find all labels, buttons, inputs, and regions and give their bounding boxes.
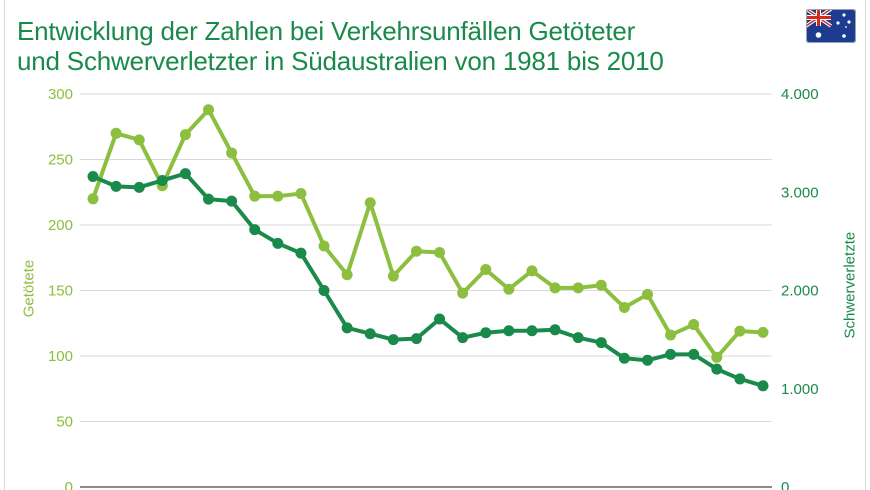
data-point-schwerverletzte [688,348,700,360]
title-line-1: Entwicklung der Zahlen bei Verkehrsunfäl… [17,16,636,46]
data-point-getoetete [434,247,446,259]
data-point-getoetete [203,104,215,116]
data-point-getoetete [688,319,700,331]
data-point-getoetete [457,287,469,299]
data-point-getoetete [410,245,422,257]
data-point-schwerverletzte [503,325,515,337]
data-point-schwerverletzte [364,328,376,340]
data-point-getoetete [341,269,353,281]
data-point-schwerverletzte [549,324,561,336]
data-point-schwerverletzte [734,373,746,385]
y-tick-left-label: 150 [48,283,73,300]
y-tick-left-label: 0 [65,479,73,490]
y-tick-right-label: 2.000 [781,283,819,300]
chart-title: Entwicklung der Zahlen bei Verkehrsunfäl… [17,16,664,76]
data-point-getoetete [179,129,191,141]
data-point-schwerverletzte [203,193,215,205]
data-point-schwerverletzte [87,171,99,183]
y-tick-right-label: 4.000 [781,86,819,103]
y-tick-left-label: 50 [56,414,73,431]
data-point-getoetete [757,326,769,338]
data-point-getoetete [249,190,261,202]
data-point-getoetete [387,270,399,282]
data-point-getoetete [110,127,122,139]
y-tick-right-label: 1.000 [781,381,819,398]
data-point-schwerverletzte [572,332,584,344]
data-point-schwerverletzte [480,327,492,339]
series-line-getoetete [91,107,764,360]
chart-frame [4,0,866,490]
data-point-schwerverletzte [156,174,168,186]
data-point-getoetete [226,147,238,159]
y-tick-right-label: 0 [781,479,789,490]
data-point-getoetete [618,302,630,314]
y-tick-right-label: 3.000 [781,184,819,201]
data-point-schwerverletzte [434,313,446,325]
y-tick-left-label: 200 [48,217,73,234]
y-tick-left-label: 300 [48,86,73,103]
data-point-getoetete [526,265,538,277]
data-point-schwerverletzte [757,380,769,392]
data-point-getoetete [272,190,284,202]
y-axis-right-label: Schwerverletzte [841,231,859,339]
title-line-2: und Schwerverletzter in Südaustralien vo… [17,46,664,76]
data-point-schwerverletzte [410,333,422,345]
data-point-getoetete [87,193,99,205]
data-point-getoetete [734,325,746,337]
data-point-schwerverletzte [179,168,191,180]
data-point-schwerverletzte [595,337,607,349]
data-point-getoetete [318,240,330,252]
data-point-schwerverletzte [711,363,723,375]
y-axis-left-label: Getötete [20,259,38,318]
data-point-schwerverletzte [387,334,399,346]
australia-flag-icon [806,9,856,43]
series-line-schwerverletzte [92,171,764,388]
y-tick-left-label: 100 [48,348,73,365]
data-point-getoetete [133,134,145,146]
data-point-schwerverletzte [526,325,538,337]
data-point-schwerverletzte [249,224,261,236]
data-point-getoetete [295,188,307,200]
data-point-schwerverletzte [110,180,122,192]
data-point-getoetete [641,288,653,300]
data-point-schwerverletzte [295,247,307,259]
data-point-schwerverletzte [665,348,677,360]
data-point-getoetete [503,283,515,295]
data-point-getoetete [595,279,607,291]
data-point-getoetete [711,351,723,363]
data-point-schwerverletzte [457,332,469,344]
data-point-getoetete [572,282,584,294]
data-point-schwerverletzte [341,322,353,334]
data-point-schwerverletzte [641,354,653,366]
data-point-schwerverletzte [272,237,284,249]
data-point-getoetete [480,264,492,276]
y-tick-left-label: 250 [48,152,73,169]
data-point-getoetete [549,282,561,294]
data-point-schwerverletzte [226,195,238,207]
data-point-getoetete [665,329,677,341]
data-point-schwerverletzte [318,285,330,296]
data-point-schwerverletzte [133,181,145,193]
data-point-schwerverletzte [618,352,630,364]
data-point-getoetete [364,197,376,209]
